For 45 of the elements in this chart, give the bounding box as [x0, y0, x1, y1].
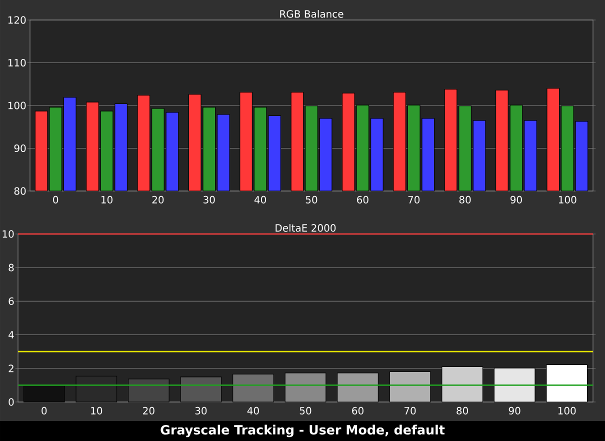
text: Grayscale Tracking - User Mode, default — [160, 424, 445, 438]
bar — [389, 371, 431, 402]
x-tick-label: 80 — [459, 196, 471, 204]
bar — [494, 368, 536, 402]
x-tick-label: 20 — [152, 196, 164, 204]
x-tick-label: 40 — [254, 196, 266, 204]
x-tick-label: 50 — [306, 196, 318, 204]
y-tick-label: 90 — [14, 144, 26, 152]
x-tick-label: 50 — [300, 406, 312, 414]
y-tick-label: 0 — [8, 398, 14, 406]
y-tick-label: 110 — [8, 58, 26, 67]
bar — [23, 384, 65, 402]
x-tick-label: 100 — [558, 196, 576, 204]
x-tick-label: 10 — [91, 406, 102, 414]
x-tick-label: 80 — [456, 406, 468, 414]
y-tick-label: 80 — [14, 187, 26, 195]
y-tick-label: 10 — [2, 230, 14, 238]
x-tick-label: 70 — [404, 406, 416, 414]
bar — [546, 364, 588, 402]
bar — [128, 378, 170, 402]
x-tick-label: 0 — [42, 406, 47, 414]
chart-title: RGB Balance — [280, 10, 344, 18]
y-tick-label: 2 — [8, 364, 14, 372]
x-tick-label: 60 — [352, 406, 364, 414]
chart-title: DeltaE 2000 — [276, 224, 336, 232]
bar — [284, 372, 326, 402]
x-tick-label: 20 — [143, 406, 154, 414]
y-tick-label: 100 — [8, 102, 26, 110]
x-tick-label: 90 — [510, 196, 522, 204]
x-tick-label: 100 — [558, 406, 576, 414]
y-tick-label: 6 — [8, 297, 14, 305]
x-tick-label: 30 — [195, 406, 207, 414]
x-tick-label: 60 — [357, 196, 368, 204]
x-tick-label: 70 — [408, 196, 420, 204]
bar — [180, 376, 222, 402]
y-tick-label: 120 — [8, 16, 26, 24]
y-tick-label: 8 — [8, 264, 14, 272]
x-tick-label: 30 — [204, 196, 215, 204]
x-tick-label: 10 — [102, 196, 112, 204]
x-tick-label: 0 — [53, 196, 58, 204]
x-tick-label: 40 — [247, 406, 259, 414]
y-tick-label: 4 — [8, 331, 14, 338]
x-tick-label: 90 — [508, 406, 520, 414]
bar — [232, 374, 274, 402]
bar — [442, 366, 483, 402]
